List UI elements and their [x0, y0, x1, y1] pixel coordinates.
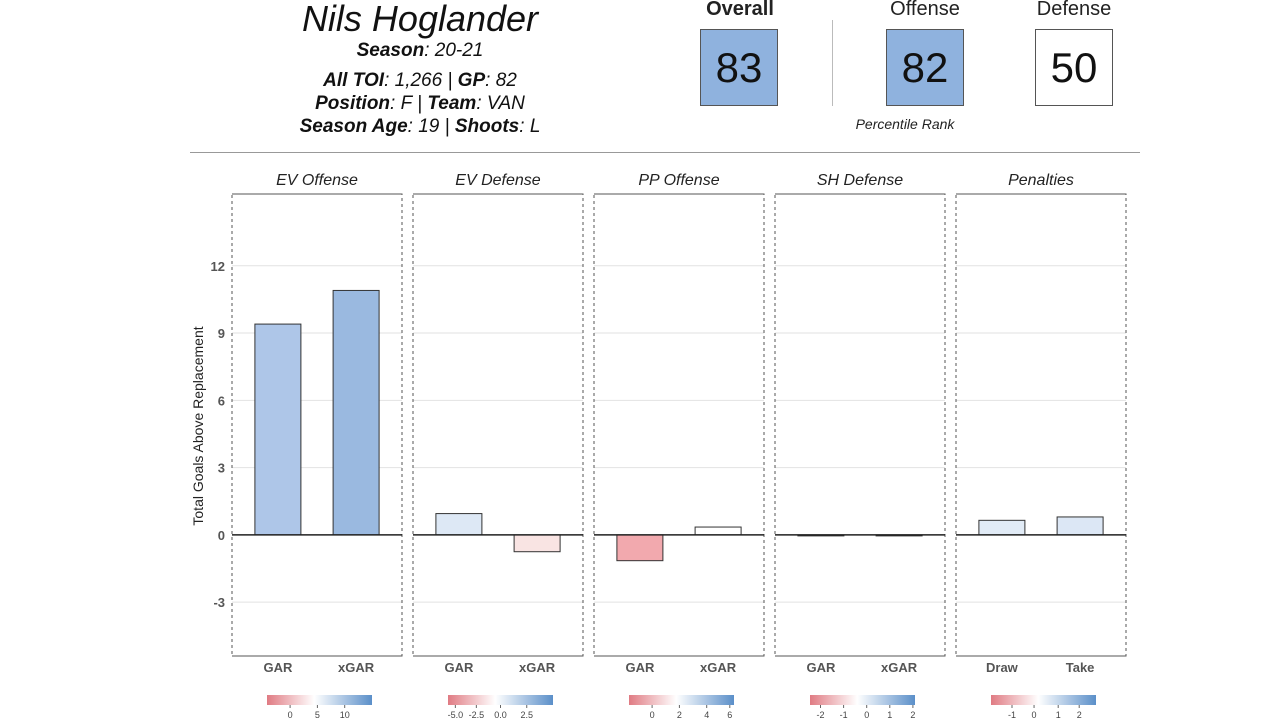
bar-gar [254, 323, 302, 536]
color-scale-label: 2 [1077, 710, 1082, 720]
panel-title: EV Offense [276, 172, 358, 189]
color-scale-label: 10 [340, 710, 350, 720]
toi-label: All TOI [323, 70, 385, 91]
bar-xgar [513, 534, 561, 553]
bar-take [1056, 516, 1104, 536]
season-value: 20-21 [434, 40, 484, 61]
player-header: Nils Hoglander Season: 20-21 All TOI: 1,… [0, 0, 1280, 150]
x-tick-label: xGAR [700, 660, 737, 675]
y-tick-label: 6 [218, 393, 225, 408]
color-scale-label: 0 [288, 710, 293, 720]
color-scale-label: -2 [816, 710, 824, 720]
color-scale-label: 2 [910, 710, 915, 720]
x-tick-label: xGAR [881, 660, 918, 675]
bar-xgar [694, 526, 742, 536]
x-tick-label: GAR [263, 660, 293, 675]
color-scale-label: 2.5 [520, 710, 533, 720]
x-tick-label: Draw [986, 660, 1019, 675]
color-scale-label: 5 [315, 710, 320, 720]
y-tick-label: 0 [218, 528, 225, 543]
y-tick-label: 9 [218, 326, 225, 341]
color-scale-bar [991, 695, 1096, 705]
color-scale-label: 6 [727, 710, 732, 720]
y-tick-label: -3 [213, 595, 225, 610]
panel-border [593, 193, 765, 657]
panel-border [412, 193, 584, 657]
color-scale-bar [810, 695, 915, 705]
gp-label: GP [457, 70, 486, 91]
panel-ev-offense: EV Offense GAR xGAR 0 5 10 [231, 172, 403, 720]
season-label: Season [356, 40, 425, 61]
panel-border [774, 193, 946, 657]
color-scale-label: 1 [1056, 710, 1061, 720]
color-scale-label: -2.5 [469, 710, 485, 720]
color-scale-label: -1 [840, 710, 848, 720]
toi-gp-line: All TOI: 1,266 | GP: 82 [323, 70, 517, 91]
color-scale-bar [629, 695, 734, 705]
bar-xgar [332, 289, 380, 536]
bar-gar [435, 513, 483, 536]
color-scale-label: 0.0 [494, 710, 507, 720]
panel-title: SH Defense [817, 172, 903, 189]
position-label: Position [315, 93, 391, 114]
score-divider [832, 20, 833, 106]
team-label: Team [427, 93, 477, 114]
color-scale-label: 1 [887, 710, 892, 720]
color-scale-label: 0 [1032, 710, 1037, 720]
age-shoots-line: Season Age: 19 | Shoots: L [299, 116, 541, 137]
position-team-line: Position: F | Team: VAN [315, 93, 525, 114]
panel-ev-defense: EV Defense GAR xGAR -5.0 -2.5 0.0 2.5 [412, 172, 584, 720]
x-tick-label: xGAR [519, 660, 556, 675]
x-tick-label: Take [1066, 660, 1095, 675]
panel-border [955, 193, 1127, 657]
panel-sh-defense: SH Defense GAR xGAR -2 -1 0 1 2 [774, 172, 946, 720]
color-scale-label: 2 [677, 710, 682, 720]
color-scale-label: 0 [864, 710, 869, 720]
x-tick-label: GAR [625, 660, 655, 675]
position-value: F [400, 93, 412, 114]
overall-label: Overall [706, 0, 774, 20]
shoots-label: Shoots [454, 116, 520, 137]
panel-title: Penalties [1008, 172, 1074, 189]
age-label: Season Age [299, 116, 408, 137]
y-tick-label: 12 [211, 259, 225, 274]
panel-title: EV Defense [455, 172, 540, 189]
color-scale-label: -5.0 [448, 710, 464, 720]
color-scale-label: -1 [1008, 710, 1016, 720]
panel-title: PP Offense [638, 172, 719, 189]
age-value: 19 [418, 116, 440, 137]
defense-score-box: 50 [1035, 29, 1113, 106]
season-line: Season: 20-21 [356, 40, 484, 61]
offense-label: Offense [890, 0, 960, 20]
bar-draw [978, 519, 1026, 536]
toi-value: 1,266 [394, 70, 443, 91]
percentile-rank-caption: Percentile Rank [855, 116, 955, 132]
bar-gar [616, 534, 664, 562]
color-scale-bar [448, 695, 553, 705]
shoots-value: L [529, 116, 541, 137]
overall-score-box: 83 [700, 29, 778, 106]
gp-value: 82 [495, 70, 517, 91]
player-name: Nils Hoglander [301, 0, 539, 39]
x-tick-label: xGAR [338, 660, 375, 675]
offense-score-box: 82 [886, 29, 964, 106]
panel-penalties: Penalties Draw Take -1 0 1 2 [955, 172, 1127, 720]
panel-pp-offense: PP Offense GAR xGAR 0 2 4 6 [593, 172, 765, 720]
color-scale-label: 4 [704, 710, 709, 720]
x-tick-label: GAR [806, 660, 836, 675]
defense-label: Defense [1036, 0, 1112, 20]
y-tick-label: 3 [218, 461, 225, 476]
header-divider [190, 152, 1140, 153]
y-axis-label: Total Goals Above Replacement [190, 326, 206, 525]
color-scale-bar [267, 695, 372, 705]
y-axis-ticks: -3 0 3 6 9 12 [211, 259, 225, 610]
color-scale-label: 0 [650, 710, 655, 720]
x-tick-label: GAR [444, 660, 474, 675]
team-value: VAN [486, 93, 525, 114]
